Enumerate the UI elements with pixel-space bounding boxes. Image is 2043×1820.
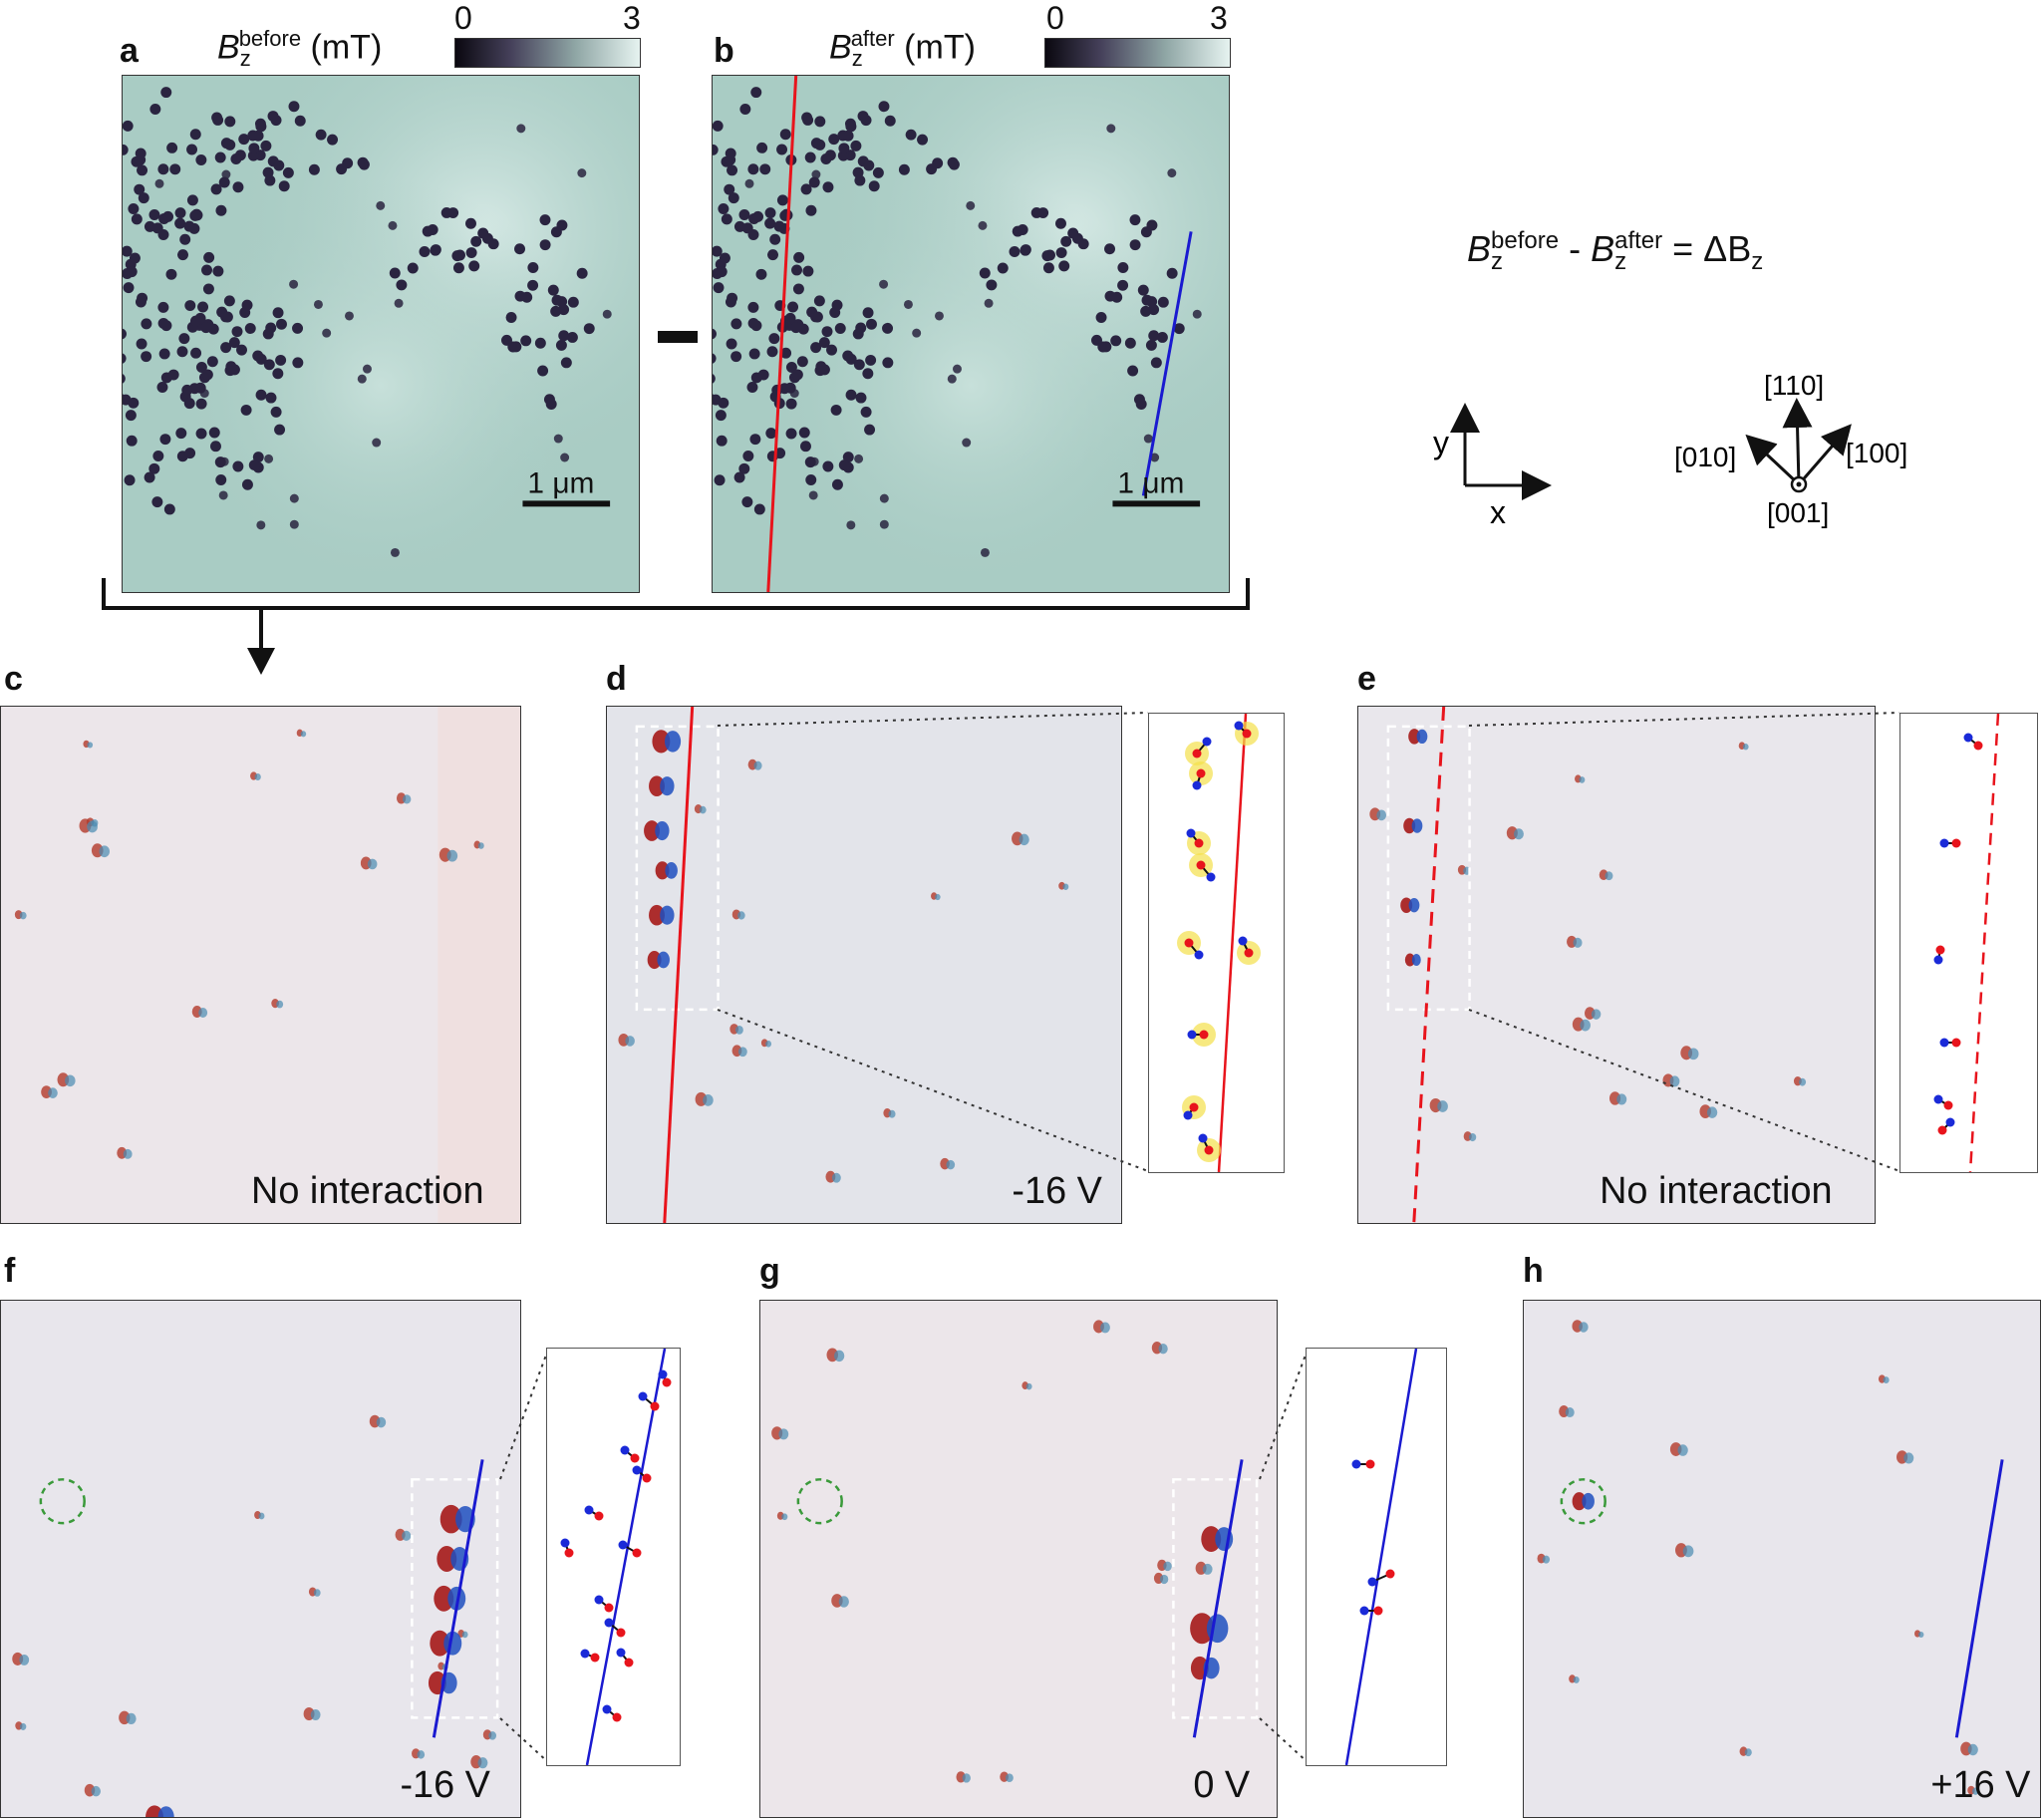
scale-bar-b-label: 1 μm <box>1117 466 1184 499</box>
vortex-cluster-b <box>713 87 1202 557</box>
axis-x-label: x <box>1490 494 1506 530</box>
map-a: 1 μm <box>122 75 640 593</box>
map-g: 0 V <box>759 1300 1278 1818</box>
zoom-connector-d <box>717 712 1149 1172</box>
panel-g-label: g <box>759 1252 780 1290</box>
panel-c-label: c <box>4 660 23 698</box>
inset-g <box>1306 1348 1447 1766</box>
panel-f-label: f <box>4 1252 16 1290</box>
blue-line-h <box>1954 1459 2004 1738</box>
colorbar-b-max: 3 <box>1210 0 1228 36</box>
dir-010: [010] <box>1674 442 1736 472</box>
panel-h-label: h <box>1523 1252 1544 1290</box>
scale-bar-a-label: 1 μm <box>527 466 594 499</box>
dir-001: [001] <box>1767 497 1829 528</box>
caption-d: -16 V <box>1012 1170 1102 1212</box>
vortex-pairs-f <box>560 1369 672 1722</box>
colorbar-a <box>454 38 641 68</box>
scale-bar-b <box>1112 500 1201 507</box>
red-dashed-line-e <box>1412 707 1446 1223</box>
colorbar-a-min: 0 <box>454 0 472 36</box>
diff-features-c <box>14 729 484 1159</box>
panel-b-label: b <box>714 32 734 70</box>
zoom-connector-e <box>1468 712 1900 1172</box>
blue-line-g <box>1192 1459 1244 1738</box>
map-f: -16 V <box>0 1300 521 1818</box>
inset-f <box>546 1348 681 1766</box>
panel-a-title: Bzbefore (mT) <box>217 26 383 72</box>
colorbar-a-max: 3 <box>623 0 641 36</box>
diff-features-h <box>1537 1320 1979 1795</box>
dir-110: [110] <box>1764 370 1824 401</box>
map-c: No interaction <box>0 706 521 1224</box>
panel-d-label: d <box>606 660 627 698</box>
caption-g: 0 V <box>1193 1764 1251 1806</box>
panel-b-title: Bzafter (mT) <box>829 26 976 72</box>
colorbar-b <box>1044 38 1231 68</box>
panel-e-label: e <box>1357 660 1376 698</box>
caption-c: No interaction <box>251 1170 484 1212</box>
dir-100: [100] <box>1846 438 1907 468</box>
colorbar-b-min: 0 <box>1046 0 1064 36</box>
diff-features-d <box>618 730 1069 1183</box>
inset-d <box>1148 713 1285 1173</box>
vortex-pairs-d <box>1177 721 1261 1162</box>
scale-bar-a <box>522 500 611 507</box>
crystal-directions: [110] [010] [100] [001] <box>1674 370 1907 528</box>
panel-a-label: a <box>120 32 139 70</box>
map-d: -16 V <box>606 706 1122 1224</box>
vortex-pairs-g <box>1351 1459 1395 1616</box>
red-line-b <box>766 76 798 592</box>
bracket-arrow <box>102 578 1250 675</box>
green-circle-h <box>1560 1478 1606 1525</box>
green-circle-g <box>796 1478 843 1525</box>
vortex-cluster-a <box>123 87 612 557</box>
diff-features-g <box>771 1320 1234 1783</box>
zoom-box-e <box>1386 725 1471 1012</box>
caption-h: +16 V <box>1930 1764 2031 1806</box>
diff-features-e <box>1369 729 1807 1142</box>
green-circle-f <box>39 1478 86 1525</box>
zoom-connector-g <box>1259 1349 1309 1763</box>
xy-axes: y x <box>1433 403 1552 530</box>
caption-f: -16 V <box>400 1764 490 1806</box>
zoom-connector-f <box>499 1349 549 1763</box>
caption-e: No interaction <box>1600 1170 1833 1212</box>
blue-line-f <box>432 1459 484 1738</box>
map-e: No interaction <box>1357 706 1876 1224</box>
inset-e <box>1899 713 2038 1173</box>
map-b: 1 μm <box>712 75 1230 593</box>
minus-sign <box>658 331 698 343</box>
axis-y-label: y <box>1433 425 1449 460</box>
map-h: +16 V <box>1523 1300 2041 1818</box>
blue-line-b <box>1141 231 1193 496</box>
red-line-d <box>663 707 695 1223</box>
vortex-pairs-e <box>1933 733 1983 1135</box>
equation: Bzbefore - Bzafter = ΔBz <box>1467 227 1764 276</box>
